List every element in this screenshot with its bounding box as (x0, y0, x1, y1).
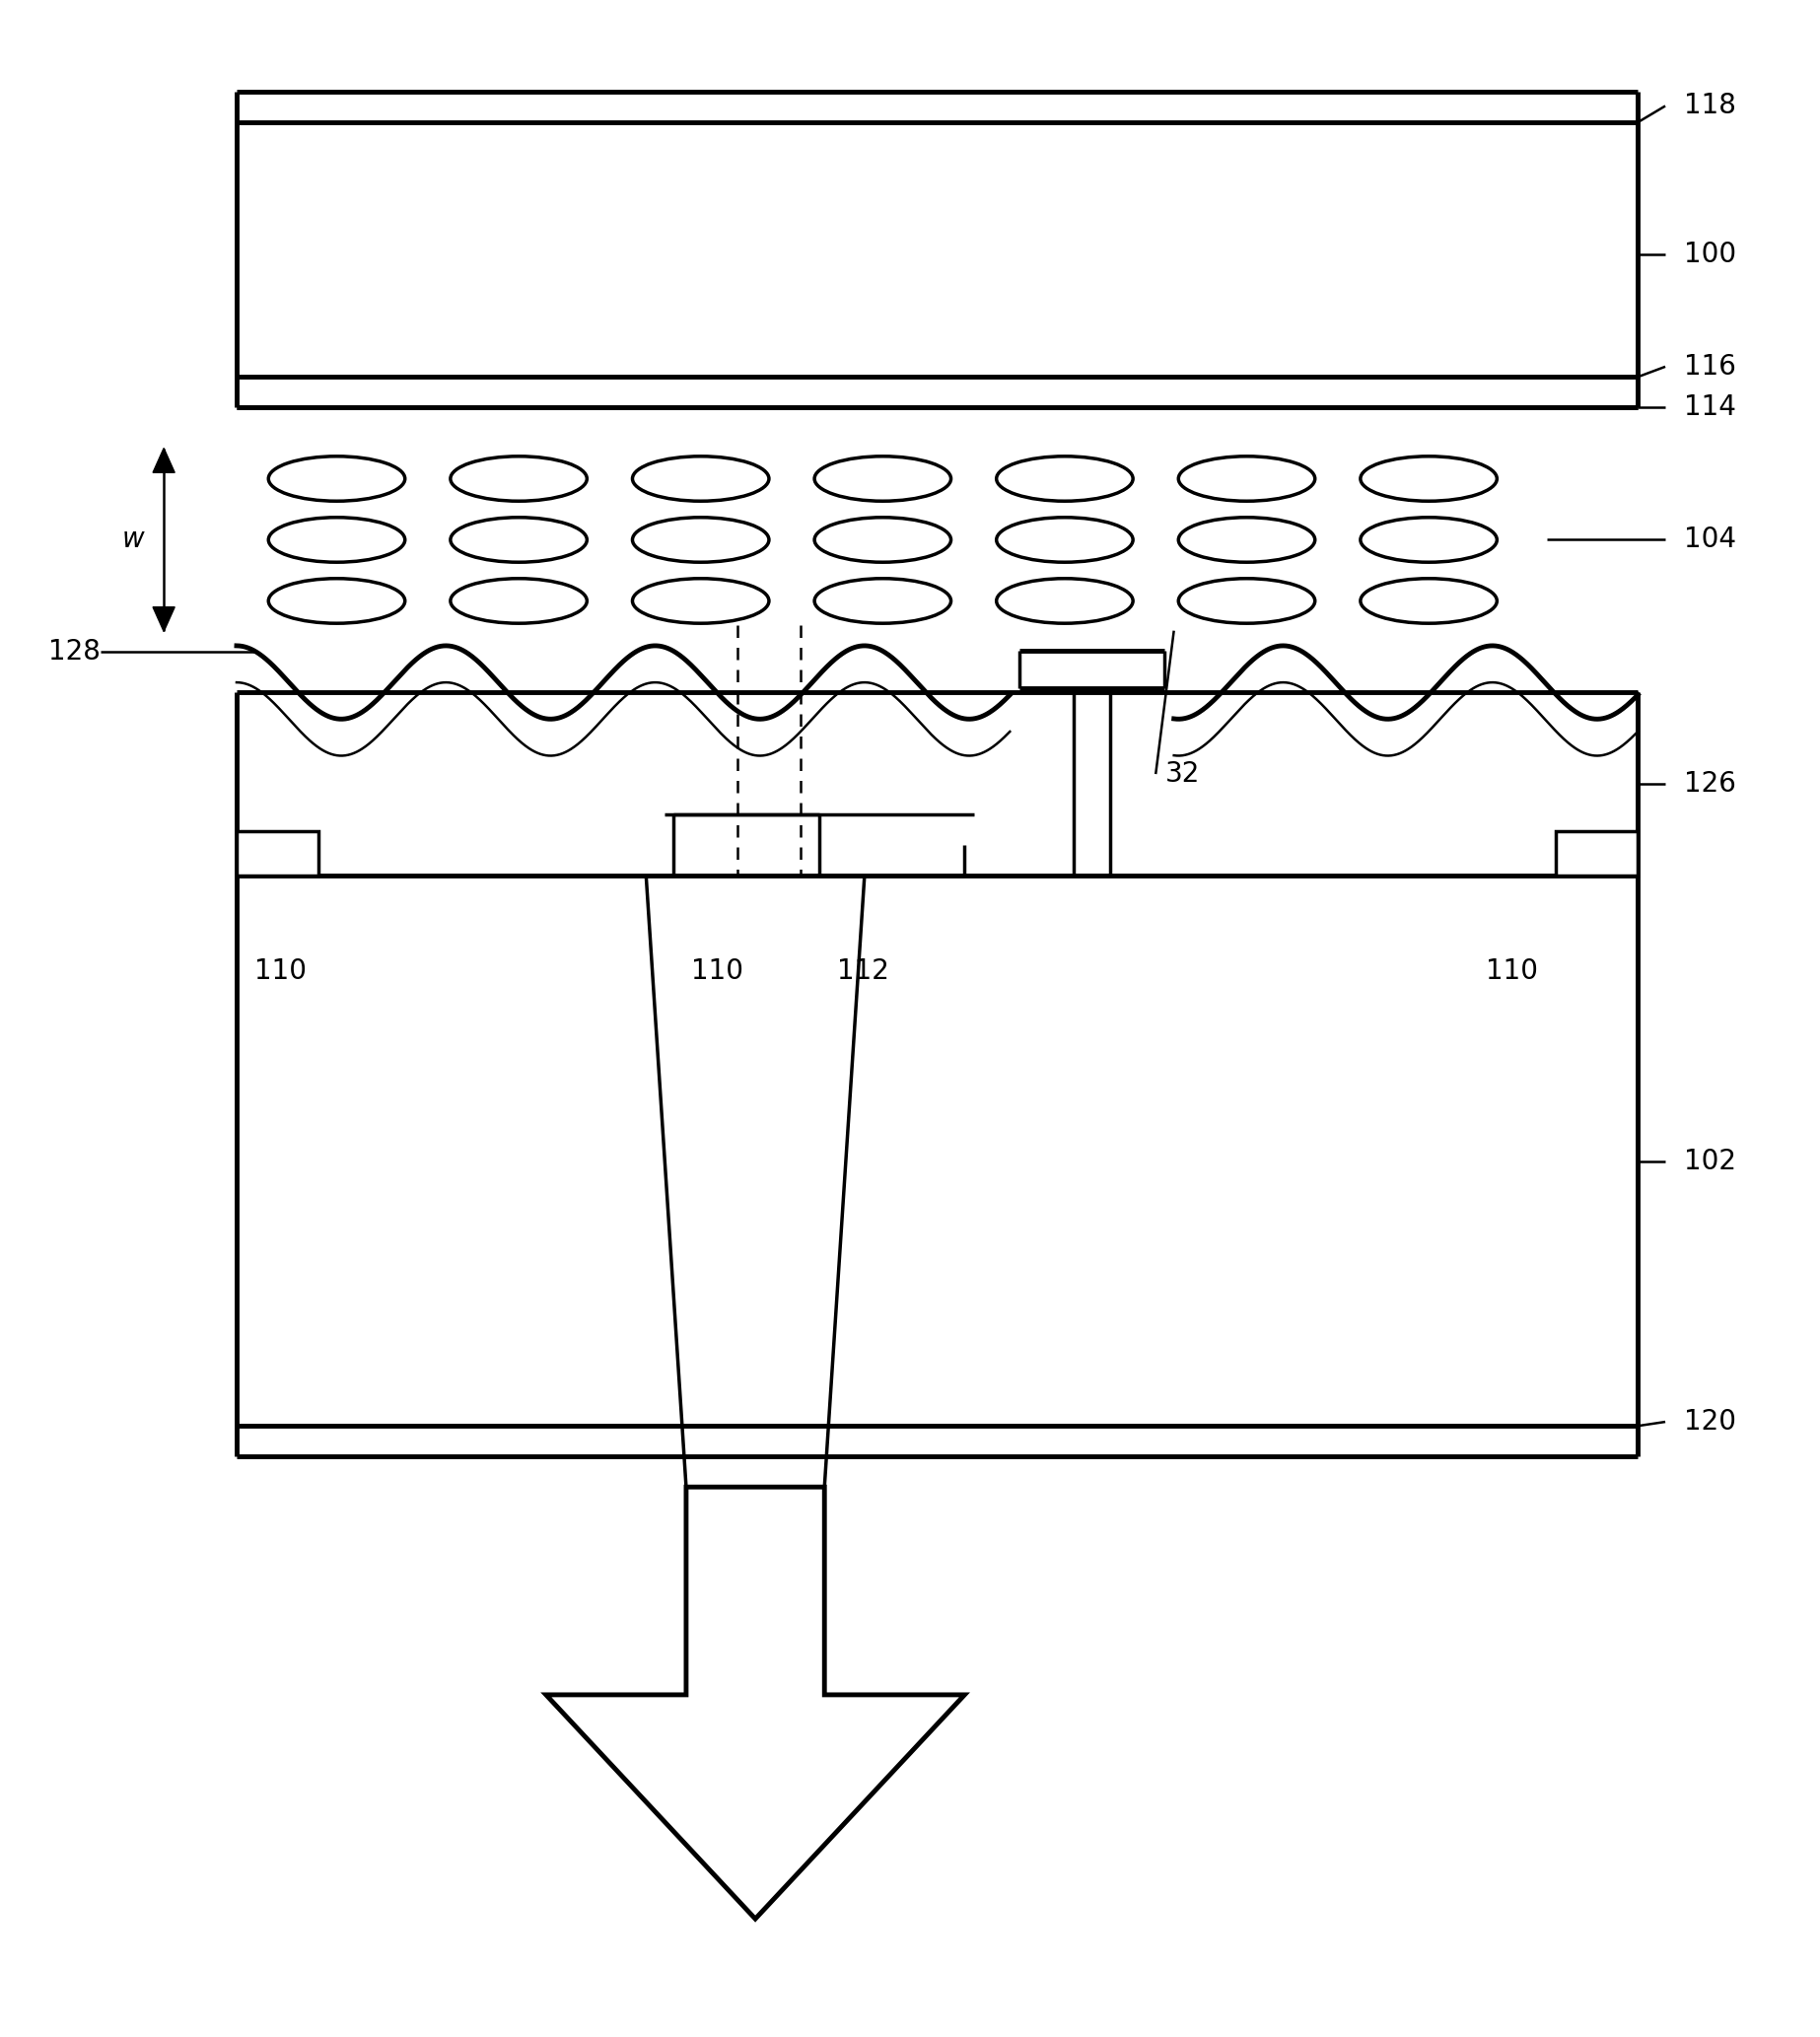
Ellipse shape (633, 456, 768, 501)
Bar (237, 831, 318, 876)
Polygon shape (153, 448, 175, 473)
Ellipse shape (996, 579, 1132, 623)
Text: 114: 114 (1684, 393, 1736, 422)
Ellipse shape (814, 517, 950, 562)
Ellipse shape (814, 579, 950, 623)
Text: 112: 112 (837, 957, 890, 986)
Text: 100: 100 (1684, 240, 1736, 269)
Text: 110: 110 (692, 957, 744, 986)
Ellipse shape (1179, 517, 1314, 562)
Text: 118: 118 (1684, 92, 1736, 120)
Text: 116: 116 (1684, 352, 1736, 381)
Polygon shape (153, 607, 175, 631)
Ellipse shape (450, 579, 586, 623)
Ellipse shape (633, 579, 768, 623)
Ellipse shape (268, 517, 406, 562)
Ellipse shape (814, 456, 950, 501)
Polygon shape (546, 1487, 965, 1919)
Text: 32: 32 (1165, 760, 1199, 788)
Text: 104: 104 (1684, 526, 1736, 554)
Bar (1556, 831, 1638, 876)
Ellipse shape (450, 456, 586, 501)
Ellipse shape (1179, 579, 1314, 623)
Ellipse shape (1179, 456, 1314, 501)
Ellipse shape (996, 517, 1132, 562)
Ellipse shape (268, 579, 406, 623)
Text: 128: 128 (47, 638, 100, 666)
Text: 102: 102 (1684, 1147, 1736, 1175)
Ellipse shape (1361, 579, 1496, 623)
Text: 110: 110 (1485, 957, 1538, 986)
Text: 110: 110 (255, 957, 308, 986)
Text: 126: 126 (1684, 770, 1736, 799)
Ellipse shape (1361, 517, 1496, 562)
Text: 120: 120 (1684, 1408, 1736, 1436)
Text: w: w (122, 526, 144, 554)
Ellipse shape (1361, 456, 1496, 501)
Ellipse shape (633, 517, 768, 562)
Ellipse shape (268, 456, 406, 501)
Ellipse shape (996, 456, 1132, 501)
Ellipse shape (450, 517, 586, 562)
